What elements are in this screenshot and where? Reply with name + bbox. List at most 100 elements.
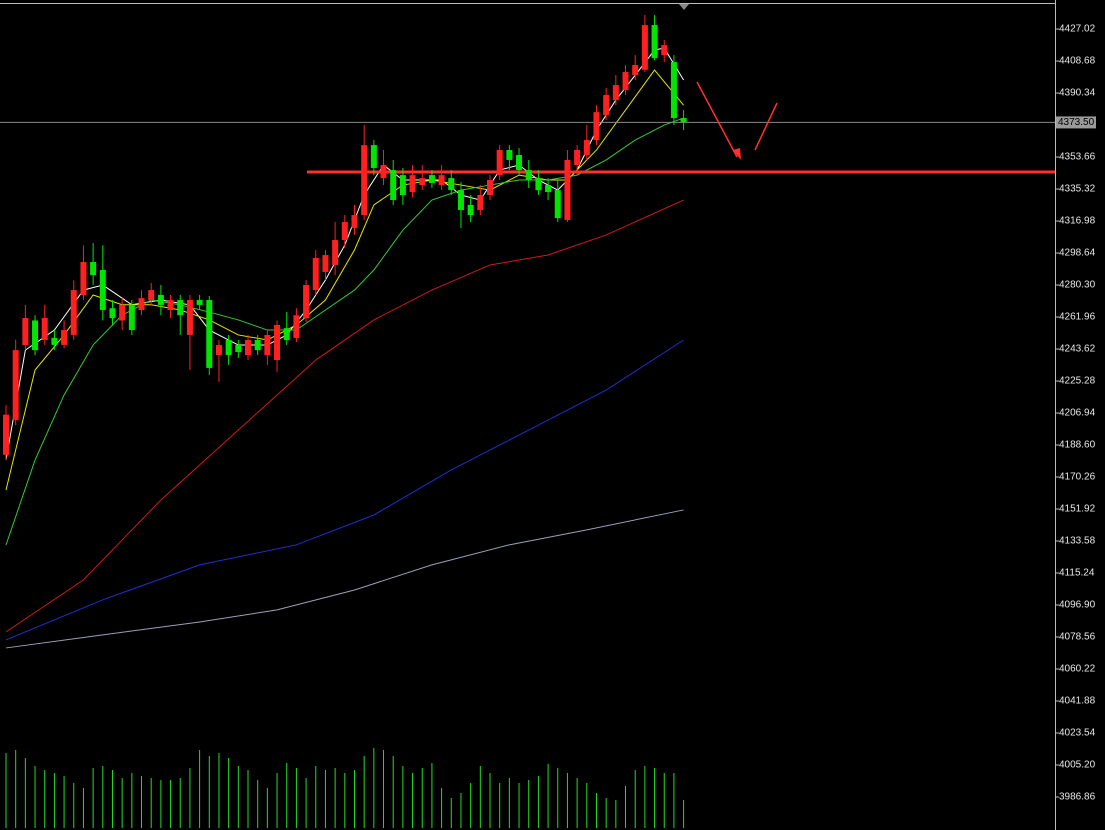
last-price-label: 4373.50	[1058, 117, 1095, 128]
y-tick-label: 4316.98	[1059, 216, 1096, 227]
candle-body	[545, 185, 552, 193]
y-tick-label: 4225.28	[1059, 376, 1096, 387]
candle-body	[12, 350, 19, 420]
candle-body	[390, 170, 397, 201]
candle-body	[196, 300, 203, 305]
y-tick-label: 4005.20	[1059, 760, 1096, 771]
candle-body	[293, 315, 300, 338]
shift-marker	[679, 4, 689, 10]
candle-body	[177, 300, 184, 316]
candle-body	[341, 222, 348, 241]
y-tick-label: 4280.30	[1059, 280, 1096, 291]
candle-body	[632, 65, 639, 76]
drawn-arrow-up	[754, 102, 778, 151]
candle-body	[467, 204, 474, 216]
candle-body	[525, 170, 532, 180]
candle-body	[448, 178, 455, 191]
last-price-box	[1056, 116, 1096, 129]
candle-body	[245, 339, 251, 355]
y-tick-label: 4170.26	[1059, 472, 1096, 483]
candle-body	[370, 145, 377, 168]
y-tick-label: 4335.32	[1059, 184, 1096, 195]
candle-body	[148, 290, 155, 301]
candle-body	[80, 262, 87, 295]
candle-body	[225, 339, 232, 355]
y-tick-label: 4133.58	[1059, 536, 1096, 547]
candle-body	[3, 414, 9, 455]
y-tick-label: 4188.60	[1059, 440, 1096, 451]
candle-body	[651, 25, 658, 59]
candle-body	[61, 330, 68, 345]
candle-body	[583, 140, 590, 156]
candle-body	[157, 294, 164, 305]
moving-average-line	[5, 199, 684, 633]
candle-body	[138, 298, 145, 310]
candle-body	[641, 25, 648, 70]
y-tick-label: 4041.88	[1059, 696, 1096, 707]
candle-body	[670, 62, 677, 119]
moving-average-line	[5, 509, 684, 649]
y-tick-label: 4023.54	[1059, 728, 1096, 739]
candle-body	[496, 149, 503, 176]
candle-body	[70, 290, 77, 335]
candle-body	[119, 304, 126, 321]
candle-body	[274, 324, 281, 361]
candle-body	[167, 300, 174, 310]
moving-average-line	[5, 339, 684, 641]
candle-body	[361, 145, 368, 216]
candle-body	[41, 318, 48, 340]
drawn-arrow-down	[696, 81, 738, 158]
candle-body	[254, 339, 261, 351]
candle-body	[380, 164, 387, 179]
candle-body	[487, 179, 493, 196]
candle-body	[457, 190, 464, 211]
y-tick-label: 4151.92	[1059, 504, 1096, 515]
candle-body	[283, 328, 290, 340]
candle-body	[564, 159, 571, 220]
candle-body	[535, 178, 542, 191]
candle-body	[206, 300, 213, 368]
candle-body	[351, 215, 358, 228]
y-tick-label: 4206.94	[1059, 408, 1096, 419]
candle-body	[215, 345, 222, 355]
candle-body	[506, 149, 513, 160]
candle-body	[235, 345, 242, 353]
candle-body	[264, 334, 271, 355]
y-tick-label: 4243.62	[1059, 344, 1096, 355]
candle-body	[680, 118, 687, 123]
candle-body	[90, 262, 97, 276]
candle-body	[128, 304, 135, 331]
candle-body	[186, 300, 193, 335]
y-tick-label: 4390.34	[1059, 88, 1096, 99]
candle-body	[574, 149, 581, 165]
candle-body	[303, 285, 310, 319]
candle-body	[593, 112, 600, 141]
candle-body	[32, 320, 39, 351]
candle-body	[409, 175, 416, 193]
candle-body	[419, 178, 426, 186]
y-tick-label: 4115.24	[1059, 568, 1095, 579]
y-tick-label: 4096.90	[1059, 600, 1096, 611]
y-tick-label: 3986.86	[1059, 792, 1096, 803]
candle-body	[332, 240, 339, 265]
candle-body	[603, 95, 610, 116]
candle-body	[661, 45, 668, 56]
candle-body	[399, 175, 406, 196]
y-tick-label: 4298.64	[1059, 248, 1096, 259]
candle-body	[622, 71, 629, 91]
candle-body	[554, 190, 561, 219]
candle-body	[612, 85, 619, 101]
candle-body	[438, 175, 445, 186]
candle-body	[428, 175, 435, 183]
y-tick-label: 4078.56	[1059, 632, 1096, 643]
arrow-head	[733, 148, 741, 160]
candle-body	[322, 255, 329, 272]
candle-body	[312, 257, 319, 291]
candle-body	[99, 270, 106, 310]
candle-body	[477, 195, 484, 211]
candle-body	[22, 318, 29, 346]
y-tick-label: 4353.66	[1059, 152, 1096, 163]
y-tick-label: 4408.68	[1059, 56, 1096, 67]
